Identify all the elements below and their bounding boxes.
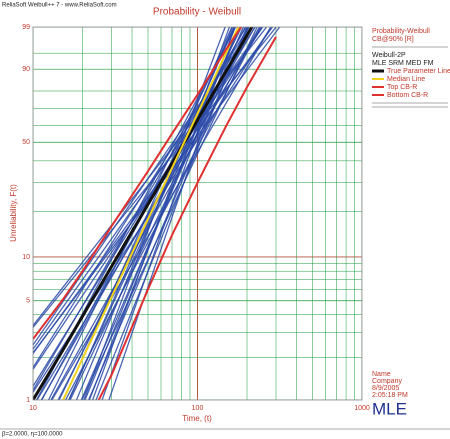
simulated-line xyxy=(51,27,272,400)
legend-label: Bottom CB-R xyxy=(387,92,428,99)
plot-frame xyxy=(32,26,363,401)
y-tick-label: 90 xyxy=(22,66,30,73)
y-tick-label: 50 xyxy=(22,139,30,146)
simulated-line xyxy=(33,27,264,371)
plot-lines xyxy=(33,27,362,400)
info-text: 2:05:18 PM xyxy=(372,392,408,399)
simulated-line xyxy=(33,27,281,354)
x-tick-label: 100 xyxy=(192,405,204,412)
footer: β=2.0000, η=100.0000 xyxy=(2,432,63,438)
y-tick-label: 10 xyxy=(22,254,30,261)
legend-label: Median Line xyxy=(387,76,425,83)
panel-text: CB@90% [R] xyxy=(372,36,414,43)
series-line xyxy=(33,27,254,400)
simulated-line xyxy=(33,27,263,351)
y-tick-label: 1 xyxy=(26,397,30,404)
header: ReliaSoft Weibull++ 7 - www.ReliaSoft.co… xyxy=(2,3,117,9)
x-tick-label: 1000 xyxy=(354,405,370,412)
method-text: MLE SRM MED FM xyxy=(372,60,434,67)
simulated-line xyxy=(33,27,250,369)
y-tick-label: 99 xyxy=(22,24,30,31)
legend-label: True Parameter Line xyxy=(387,68,450,75)
chart-title: Probability - Weibull xyxy=(153,7,241,18)
simulated-line xyxy=(69,27,250,400)
series-line xyxy=(97,36,277,400)
series-line xyxy=(33,27,243,340)
info-text: Company xyxy=(372,378,402,385)
simulated-line xyxy=(33,27,277,329)
y-tick-label: 5 xyxy=(26,298,30,305)
x-tick-label: 10 xyxy=(29,405,37,412)
method-text: Weibull-2P xyxy=(372,52,406,59)
simulated-line xyxy=(36,27,263,400)
simulated-line xyxy=(65,27,261,400)
legend-label: Top CB-R xyxy=(387,84,417,91)
panel-text: Probability-Weibull xyxy=(372,28,430,35)
stamp: MLE xyxy=(372,399,407,418)
x-axis-label: Time, (t) xyxy=(182,414,212,423)
series-line xyxy=(62,27,240,400)
info-text: 8/9/2005 xyxy=(372,385,399,392)
info-text: Name xyxy=(372,371,391,378)
simulated-line xyxy=(101,27,236,400)
y-axis-label: Unreliability, F(t) xyxy=(9,184,18,242)
